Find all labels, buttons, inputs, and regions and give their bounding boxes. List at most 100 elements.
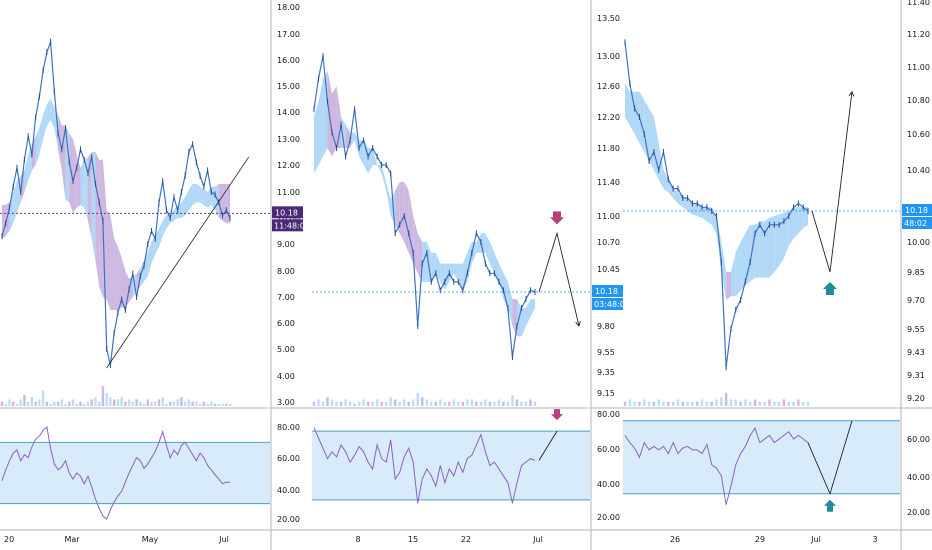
y-tick-label: 10.45: [597, 265, 620, 274]
volume-bar: [647, 401, 651, 406]
volume-bar: [652, 401, 656, 406]
cloud-segment: [726, 272, 731, 300]
cloud-segment: [498, 263, 504, 300]
cloud-segment: [39, 114, 44, 155]
volume-bar: [161, 397, 164, 406]
chart-panel-1: 18.00 17.00 16.00 15.00 14.00 13.00 12.00 11.00…: [0, 0, 310, 550]
volume-bar: [452, 399, 456, 406]
y-tick-label: 13.50: [597, 14, 620, 23]
cloud-segment: [788, 207, 794, 246]
price-badge: [272, 206, 303, 219]
price-badge-text: 10.18: [275, 208, 298, 217]
projection-arrowhead: [848, 90, 855, 97]
volume-bar: [403, 399, 406, 406]
price-series: [624, 39, 809, 371]
volume-bar: [12, 401, 15, 406]
volume-bar: [724, 392, 728, 406]
cloud-segment: [332, 86, 337, 157]
volume-bar: [389, 397, 392, 406]
cloud-segment: [755, 221, 760, 278]
cloud-segment: [386, 182, 391, 216]
volume-bar: [116, 399, 120, 406]
cloud-segment: [682, 196, 688, 211]
y-tick-label: 11.80: [597, 144, 620, 153]
rsi-band: [623, 420, 900, 494]
volume-bar: [484, 399, 487, 406]
y-tick-label: 4.00: [277, 372, 295, 381]
volume-bar: [371, 401, 374, 406]
cloud-segment: [80, 159, 85, 208]
volume-bar: [187, 399, 191, 406]
volume-bar: [357, 401, 361, 406]
volume-bar: [643, 399, 646, 406]
cloud-segment: [525, 299, 531, 326]
cloud-segment: [404, 182, 409, 253]
up-arrow-icon: [823, 282, 837, 295]
rsi-projection: [538, 430, 558, 461]
x-tick-label: 26: [670, 535, 680, 544]
rsi-tick-label: 20.00: [597, 513, 620, 522]
cloud-segment: [677, 192, 683, 208]
volume-bar: [326, 397, 329, 406]
cloud-segment: [222, 183, 227, 224]
volume-bar: [348, 401, 352, 406]
price-series: [313, 53, 536, 360]
volume-bar: [312, 401, 316, 406]
volume-bar: [86, 401, 90, 406]
x-tick-label: May: [142, 535, 159, 544]
volume-bar: [691, 401, 694, 406]
cloud-segment: [721, 242, 727, 300]
volume-bar: [662, 401, 665, 406]
rsi-tick-label: 40.00: [597, 480, 620, 489]
rsi-series: [624, 426, 809, 505]
volume-bar: [773, 401, 776, 406]
cloud-segment: [106, 210, 111, 310]
cloud-segment: [644, 100, 650, 161]
volume-bar: [38, 399, 41, 406]
y-tick-label: 3.00: [277, 398, 295, 407]
volume-bar: [45, 401, 49, 406]
chart-panel-3: 11.40 11.20 11.00 10.80 10.60 10.40 10.00 9.85 9…: [623, 0, 932, 550]
cloud-segment: [377, 165, 382, 174]
cloud-segment: [125, 271, 130, 308]
price-badge-text: 10.18: [905, 206, 928, 215]
volume-bar: [416, 392, 419, 406]
volume-bar: [777, 401, 781, 406]
volume-bar: [0, 401, 4, 406]
y-tick-label: 9.15: [597, 389, 615, 398]
volume-bar: [533, 401, 537, 406]
cloud-segment: [512, 299, 517, 337]
volume-bar: [362, 399, 365, 406]
volume-bar: [195, 401, 198, 406]
volume-bar: [782, 399, 786, 406]
volume-bar: [225, 403, 228, 406]
price-badge-text: 10.18: [595, 287, 618, 296]
cloud-segment: [162, 215, 167, 237]
cloud-segment: [711, 207, 717, 234]
volume-bar: [339, 401, 343, 406]
volume-bar: [529, 399, 532, 406]
volume-bar: [739, 401, 742, 406]
up-arrow-icon: [824, 499, 836, 512]
cloud-segment: [65, 125, 70, 203]
y-tick-label: 13.00: [597, 52, 620, 61]
x-tick-label: 3: [872, 535, 877, 544]
cloud-segment: [314, 101, 319, 174]
projection-path: [811, 91, 853, 273]
volume-bar: [75, 403, 78, 406]
cloud-segment: [87, 152, 92, 239]
volume-bar: [792, 401, 795, 406]
volume-bar: [217, 403, 220, 406]
volume-bar: [135, 399, 138, 406]
volume-bar: [180, 397, 183, 406]
y-tick-label: 9.20: [907, 394, 925, 403]
cloud-segment: [530, 299, 535, 318]
price-line: [1, 41, 231, 366]
cloud-segment: [779, 212, 784, 266]
cloud-segment: [395, 182, 400, 234]
rsi-tick-label: 60.00: [907, 435, 930, 444]
volume-bar: [705, 401, 709, 406]
cloud-segment: [413, 216, 418, 274]
cloud-segment: [110, 215, 115, 310]
projection-arrowhead: [575, 321, 581, 327]
